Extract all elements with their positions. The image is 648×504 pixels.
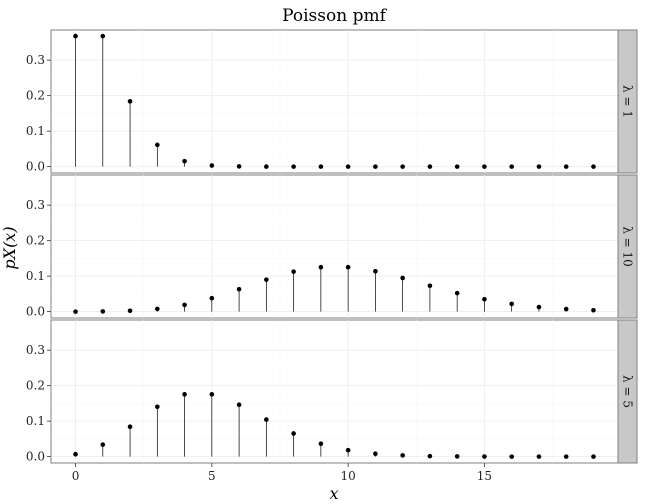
panel-background — [50, 29, 619, 174]
y-axis-title: pX(x) — [0, 226, 19, 269]
data-point — [482, 454, 487, 459]
data-point — [591, 454, 596, 459]
data-point — [264, 164, 269, 169]
x-tick-label: 0 — [72, 469, 80, 483]
data-point — [536, 164, 542, 169]
data-point — [73, 309, 78, 314]
data-point — [536, 304, 542, 310]
data-point — [563, 306, 569, 312]
y-tick-label: 0.1 — [26, 414, 45, 428]
y-tick-label: 0.3 — [26, 53, 45, 67]
data-point — [427, 164, 433, 169]
y-tick-label: 0.0 — [26, 305, 45, 319]
data-point — [591, 164, 596, 169]
data-point — [427, 283, 433, 289]
data-point — [509, 301, 514, 307]
data-point — [373, 268, 378, 274]
facet-strip — [617, 29, 638, 174]
panel-background — [50, 319, 619, 464]
facet-strip — [617, 174, 638, 319]
data-point — [373, 451, 378, 457]
x-tick-label: 10 — [340, 469, 355, 483]
y-tick-label: 0.2 — [26, 379, 45, 393]
facet-strip-label: λ = 10 — [621, 226, 635, 267]
data-point — [509, 164, 514, 169]
facet-panel: 0.0 0.1 0.2 0.3 λ = 10 — [26, 174, 638, 319]
facet-panel: 0.0 0.1 0.2 0.3 λ = 5 — [26, 319, 638, 464]
data-point — [591, 308, 596, 313]
data-point — [264, 277, 269, 282]
facet-strip-label: λ = 5 — [621, 375, 635, 408]
data-point — [318, 264, 324, 270]
x-tick-label: 5 — [208, 469, 216, 483]
data-point — [100, 442, 106, 447]
y-tick-label: 0.1 — [26, 124, 45, 138]
data-point — [400, 453, 405, 458]
data-point — [182, 392, 187, 397]
facet-strip-label: λ = 1 — [621, 85, 635, 118]
data-point — [155, 142, 160, 148]
data-point — [155, 306, 160, 312]
data-point — [454, 164, 460, 169]
data-point — [73, 451, 78, 457]
data-point — [563, 454, 569, 459]
y-tick-label: 0.3 — [26, 343, 45, 357]
data-point — [427, 453, 433, 459]
x-axis-title: x — [329, 484, 338, 503]
data-point — [264, 417, 269, 422]
data-point — [345, 264, 351, 270]
data-point — [73, 33, 78, 39]
facet-strip — [617, 319, 638, 464]
data-point — [209, 392, 215, 397]
data-point — [482, 297, 487, 302]
y-tick-label: 0.0 — [26, 450, 45, 464]
y-tick-label: 0.0 — [26, 160, 45, 174]
data-point — [291, 269, 296, 274]
chart-title: Poisson pmf — [282, 6, 387, 26]
x-axis: 0 5 10 15 — [72, 463, 492, 483]
data-point — [291, 164, 296, 169]
data-point — [127, 424, 133, 430]
data-point — [236, 286, 242, 292]
data-point — [127, 99, 133, 104]
data-point — [100, 33, 106, 39]
data-point — [563, 164, 569, 169]
data-point — [345, 447, 351, 453]
data-point — [400, 275, 405, 281]
data-point — [209, 295, 215, 301]
y-tick-label: 0.2 — [26, 234, 45, 248]
data-point — [155, 404, 160, 410]
data-point — [236, 164, 242, 169]
data-point — [318, 164, 324, 169]
data-point — [318, 441, 324, 447]
facet-panel: 0.0 0.1 0.2 0.3 λ = 1 — [26, 29, 638, 174]
data-point — [373, 164, 378, 169]
data-point — [291, 431, 296, 436]
data-point — [209, 163, 215, 168]
panel-background — [50, 174, 619, 319]
data-point — [182, 158, 187, 164]
y-tick-label: 0.3 — [26, 198, 45, 212]
data-point — [100, 309, 106, 314]
data-point — [400, 164, 405, 169]
data-point — [536, 454, 542, 459]
data-point — [509, 454, 514, 459]
data-point — [182, 302, 187, 308]
x-tick-label: 15 — [477, 469, 492, 483]
data-point — [127, 308, 133, 314]
data-point — [236, 402, 242, 408]
data-point — [345, 164, 351, 169]
facet-panels: 0.00.10.20.3λ = 10.00.10.20.3λ = 100.00.… — [26, 29, 638, 483]
data-point — [482, 164, 487, 169]
data-point — [454, 454, 460, 459]
y-tick-label: 0.2 — [26, 89, 45, 103]
data-point — [454, 290, 460, 296]
y-tick-label: 0.1 — [26, 269, 45, 283]
